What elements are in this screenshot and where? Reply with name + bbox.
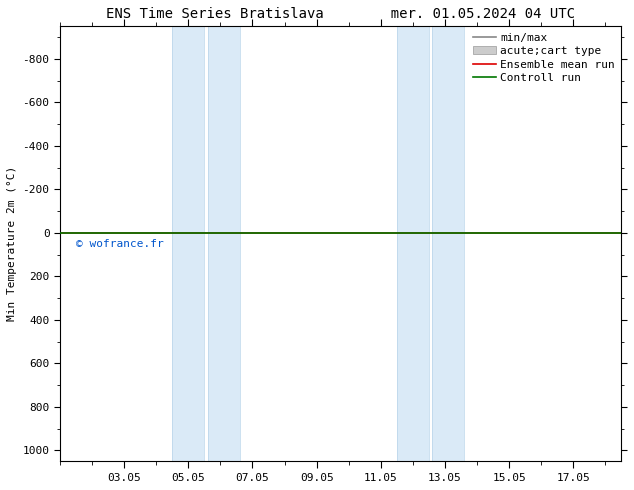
- Legend: min/max, acute;cart type, Ensemble mean run, Controll run: min/max, acute;cart type, Ensemble mean …: [469, 28, 619, 87]
- Y-axis label: Min Temperature 2m (°C): Min Temperature 2m (°C): [7, 166, 17, 321]
- Bar: [172, 26, 204, 461]
- Title: ENS Time Series Bratislava        mer. 01.05.2024 04 UTC: ENS Time Series Bratislava mer. 01.05.20…: [107, 7, 575, 21]
- Text: © wofrance.fr: © wofrance.fr: [76, 240, 164, 249]
- Bar: [397, 26, 429, 461]
- Bar: [432, 26, 464, 461]
- Bar: [207, 26, 240, 461]
